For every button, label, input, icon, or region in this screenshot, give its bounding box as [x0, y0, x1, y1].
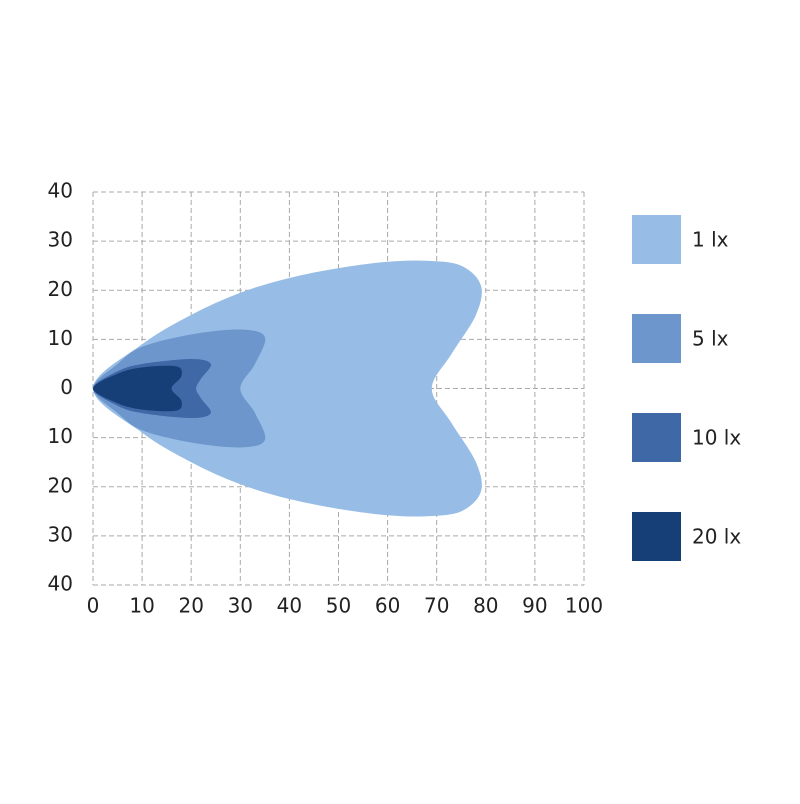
- x-tick-label: 90: [522, 594, 547, 618]
- y-tick-label: 10: [48, 326, 73, 350]
- y-tick-label: 20: [48, 473, 73, 497]
- x-tick-label: 30: [228, 594, 253, 618]
- y-tick-label: 20: [48, 277, 73, 301]
- legend: 1 lx 5 lx 10 lx 20 lx: [632, 215, 741, 561]
- legend-label: 10 lx: [692, 426, 741, 450]
- legend-label: 5 lx: [692, 327, 729, 351]
- legend-label: 20 lx: [692, 525, 741, 549]
- plot-area: [93, 260, 482, 517]
- y-tick-label: 40: [48, 572, 73, 596]
- x-tick-label: 50: [326, 594, 351, 618]
- isolux-area: [93, 365, 182, 412]
- legend-swatch: [632, 215, 681, 264]
- x-tick-label: 20: [178, 594, 203, 618]
- y-tick-label: 40: [48, 179, 73, 203]
- y-tick-label: 30: [48, 522, 73, 546]
- x-tick-label: 100: [565, 594, 603, 618]
- y-tick-label: 30: [48, 228, 73, 252]
- x-tick-label: 70: [424, 594, 449, 618]
- y-tick-label: 10: [48, 424, 73, 448]
- x-tick-label: 0: [87, 594, 100, 618]
- legend-swatch: [632, 413, 681, 462]
- x-tick-label: 60: [375, 594, 400, 618]
- x-tick-label: 80: [473, 594, 498, 618]
- x-tick-label: 40: [277, 594, 302, 618]
- legend-label: 1 lx: [692, 228, 729, 252]
- isolux-area: [93, 260, 482, 517]
- legend-swatch: [632, 512, 681, 561]
- x-tick-label: 10: [129, 594, 154, 618]
- y-tick-label: 0: [60, 375, 73, 399]
- legend-swatch: [632, 314, 681, 363]
